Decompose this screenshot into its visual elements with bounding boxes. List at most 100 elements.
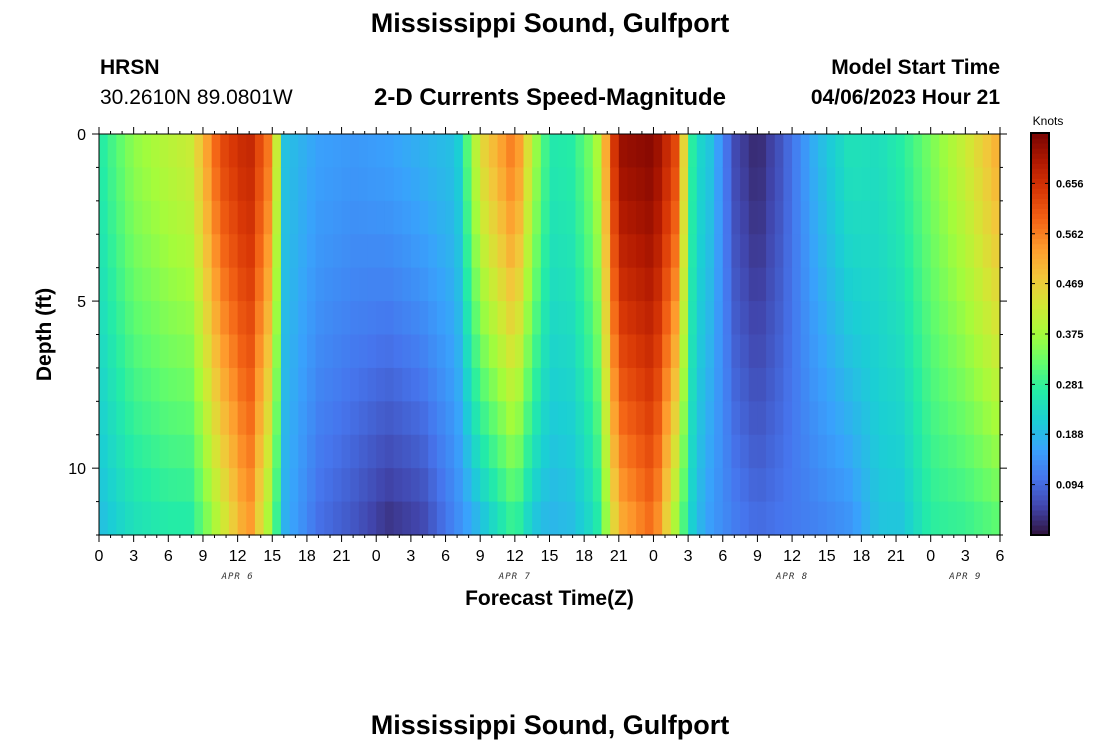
heatmap-cell <box>566 367 577 402</box>
heatmap-cell <box>436 468 447 503</box>
heatmap-cell <box>887 200 897 235</box>
heatmap-cell <box>870 367 880 402</box>
heatmap-cell <box>636 501 646 536</box>
heatmap-cell <box>237 468 247 503</box>
heatmap-cell <box>740 200 750 235</box>
heatmap-cell <box>896 167 906 202</box>
colorbar-label: Knots <box>1033 114 1064 128</box>
heatmap-cell <box>956 401 966 436</box>
heatmap-cell <box>532 434 542 469</box>
heatmap-cell <box>644 267 655 302</box>
heatmap-cell <box>428 401 438 436</box>
heatmap-cell <box>748 301 759 336</box>
heatmap-cell <box>627 267 637 302</box>
heatmap-cell <box>809 367 819 402</box>
heatmap-cell <box>644 200 655 235</box>
heatmap-cell <box>532 501 542 536</box>
heatmap-cells <box>99 134 1001 536</box>
heatmap-cell <box>315 200 325 235</box>
heatmap-cell <box>454 334 464 369</box>
heatmap-cell <box>566 167 577 202</box>
heatmap-cell <box>826 501 836 536</box>
heatmap-cell <box>350 401 360 436</box>
heatmap-cell <box>246 301 256 336</box>
heatmap-cell <box>350 468 360 503</box>
heatmap-cell <box>913 234 923 269</box>
heatmap-cell <box>835 200 845 235</box>
heatmap-cell <box>982 234 992 269</box>
heatmap-cell <box>965 401 975 436</box>
heatmap-cell <box>679 200 689 235</box>
heatmap-cell <box>714 334 724 369</box>
heatmap-cell <box>488 200 499 235</box>
heatmap-cell <box>315 434 325 469</box>
heatmap-cell <box>480 434 490 469</box>
heatmap-cell <box>878 301 888 336</box>
heatmap-cell <box>558 267 568 302</box>
heatmap-cell <box>254 367 265 402</box>
heatmap-cell <box>757 367 767 402</box>
heatmap-cell <box>298 267 308 302</box>
x-tick-label: 9 <box>753 548 762 565</box>
heatmap-cell <box>324 301 334 336</box>
heatmap-cell <box>462 167 473 202</box>
heatmap-cell <box>211 334 221 369</box>
colorbar-segment <box>1031 258 1049 265</box>
heatmap-cell <box>601 401 611 436</box>
heatmap-cell <box>956 234 966 269</box>
heatmap-cell <box>99 367 109 402</box>
heatmap-cell <box>159 501 169 536</box>
colorbar-segment <box>1031 168 1049 174</box>
heatmap-cell <box>748 434 759 469</box>
heatmap-cell <box>428 434 438 469</box>
heatmap-cell <box>748 200 759 235</box>
heatmap-cell <box>566 334 577 369</box>
heatmap-cell <box>246 367 256 402</box>
x-tick-label: 3 <box>129 548 138 565</box>
heatmap-cell <box>471 234 481 269</box>
heatmap-cell <box>948 434 958 469</box>
heatmap-cell <box>376 234 386 269</box>
heatmap-cell <box>246 134 256 169</box>
heatmap-cell <box>393 200 403 235</box>
heatmap-cell <box>714 367 724 402</box>
heatmap-cell <box>722 401 733 436</box>
heatmap-cell <box>376 200 386 235</box>
heatmap-cell <box>228 234 239 269</box>
heatmap-cell <box>402 401 412 436</box>
heatmap-cell <box>618 334 629 369</box>
heatmap-cell <box>930 200 940 235</box>
heatmap-cell <box>124 167 135 202</box>
heatmap-cell <box>358 234 369 269</box>
heatmap-cell <box>384 134 395 169</box>
y-tick-label: 0 <box>77 127 86 144</box>
heatmap-cell <box>601 434 611 469</box>
colorbar-segment <box>1031 178 1049 184</box>
heatmap-cell <box>679 501 689 536</box>
heatmap-cell <box>402 501 412 536</box>
colorbar-segment <box>1031 173 1049 179</box>
heatmap-cell <box>289 200 299 235</box>
heatmap-cell <box>644 134 655 169</box>
heatmap-cell <box>826 267 836 302</box>
heatmap-cell <box>488 334 499 369</box>
heatmap-cell <box>705 334 715 369</box>
x-tick-label: 6 <box>441 548 450 565</box>
heatmap-cell <box>670 401 681 436</box>
heatmap-cell <box>601 200 611 235</box>
heatmap-cell <box>194 367 204 402</box>
heatmap-cell <box>930 367 940 402</box>
colorbar-segment <box>1031 349 1049 355</box>
heatmap-cell <box>211 134 221 169</box>
heatmap-cell <box>358 501 369 536</box>
heatmap-cell <box>237 367 247 402</box>
heatmap-cell <box>861 301 871 336</box>
heatmap-cell <box>254 234 265 269</box>
heatmap-cell <box>696 134 707 169</box>
heatmap-cell <box>185 367 195 402</box>
heatmap-cell <box>436 167 447 202</box>
heatmap-cell <box>445 434 455 469</box>
heatmap-cell <box>575 334 585 369</box>
heatmap-cell <box>696 434 707 469</box>
heatmap-cell <box>228 434 239 469</box>
